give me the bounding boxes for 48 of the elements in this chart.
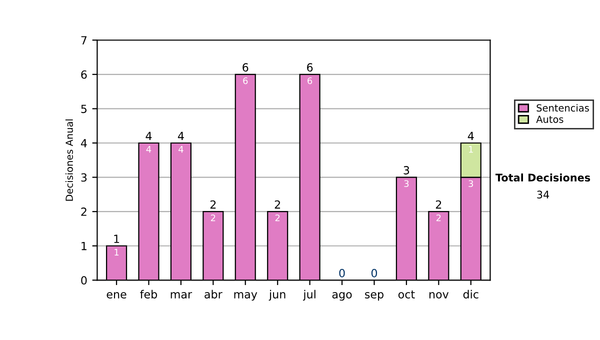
y-tick-label: 4 bbox=[80, 139, 87, 148]
data-label: 2 bbox=[210, 214, 216, 222]
data-label: 6 bbox=[308, 77, 312, 84]
total-label: 2 bbox=[210, 200, 216, 209]
total-label: 6 bbox=[242, 63, 248, 72]
x-tick-label: oct bbox=[398, 290, 415, 298]
x-tick-label: ago bbox=[332, 292, 352, 301]
total-label: 4 bbox=[178, 132, 184, 140]
y-tick-label: 6 bbox=[81, 70, 87, 79]
y-tick-label: 1 bbox=[82, 242, 86, 250]
data-label: 2 bbox=[275, 214, 280, 222]
y-axis-title: Decisiones Anual bbox=[65, 119, 73, 201]
text: Total Decisiones bbox=[495, 173, 590, 182]
x-tick-label: abr bbox=[204, 290, 222, 298]
data-label: 1 bbox=[114, 248, 119, 256]
total-label: 2 bbox=[274, 200, 280, 209]
total-label: 3 bbox=[404, 166, 410, 174]
data-label: 1 bbox=[468, 146, 473, 153]
data-label: 6 bbox=[243, 77, 248, 84]
text: 34 bbox=[537, 190, 550, 199]
data-label: 4 bbox=[146, 146, 152, 153]
x-tick-label: dic bbox=[463, 290, 478, 298]
x-tick-label: ene bbox=[106, 292, 126, 298]
data-label: 2 bbox=[436, 214, 441, 222]
y-tick-label: 2 bbox=[81, 208, 86, 216]
x-tick-label: jul bbox=[303, 290, 316, 301]
total-label: 0 bbox=[371, 268, 378, 278]
data-label: 3 bbox=[468, 180, 474, 188]
total-label: 1 bbox=[114, 234, 120, 243]
data-label: 4 bbox=[178, 146, 184, 153]
x-tick-label: jun bbox=[268, 290, 286, 301]
y-tick-label: 0 bbox=[81, 276, 87, 285]
total-label: 6 bbox=[307, 63, 313, 72]
y-tick-label: 7 bbox=[81, 36, 87, 44]
total-label: 4 bbox=[468, 132, 474, 140]
legend-label: Sentencias bbox=[536, 104, 589, 112]
total-label: 0 bbox=[339, 268, 345, 278]
y-tick-label: 3 bbox=[81, 173, 87, 182]
x-tick-label: feb bbox=[140, 290, 158, 298]
x-tick-label: may bbox=[234, 292, 258, 301]
total-label: 4 bbox=[146, 132, 152, 140]
legend-label: Autos bbox=[536, 116, 564, 123]
data-label: 3 bbox=[404, 180, 409, 188]
x-tick-label: sep bbox=[364, 292, 384, 301]
total-label: 2 bbox=[436, 200, 442, 209]
x-tick-label: nov bbox=[429, 292, 449, 298]
x-tick-label: mar bbox=[170, 292, 192, 298]
y-tick-label: 5 bbox=[81, 104, 87, 114]
